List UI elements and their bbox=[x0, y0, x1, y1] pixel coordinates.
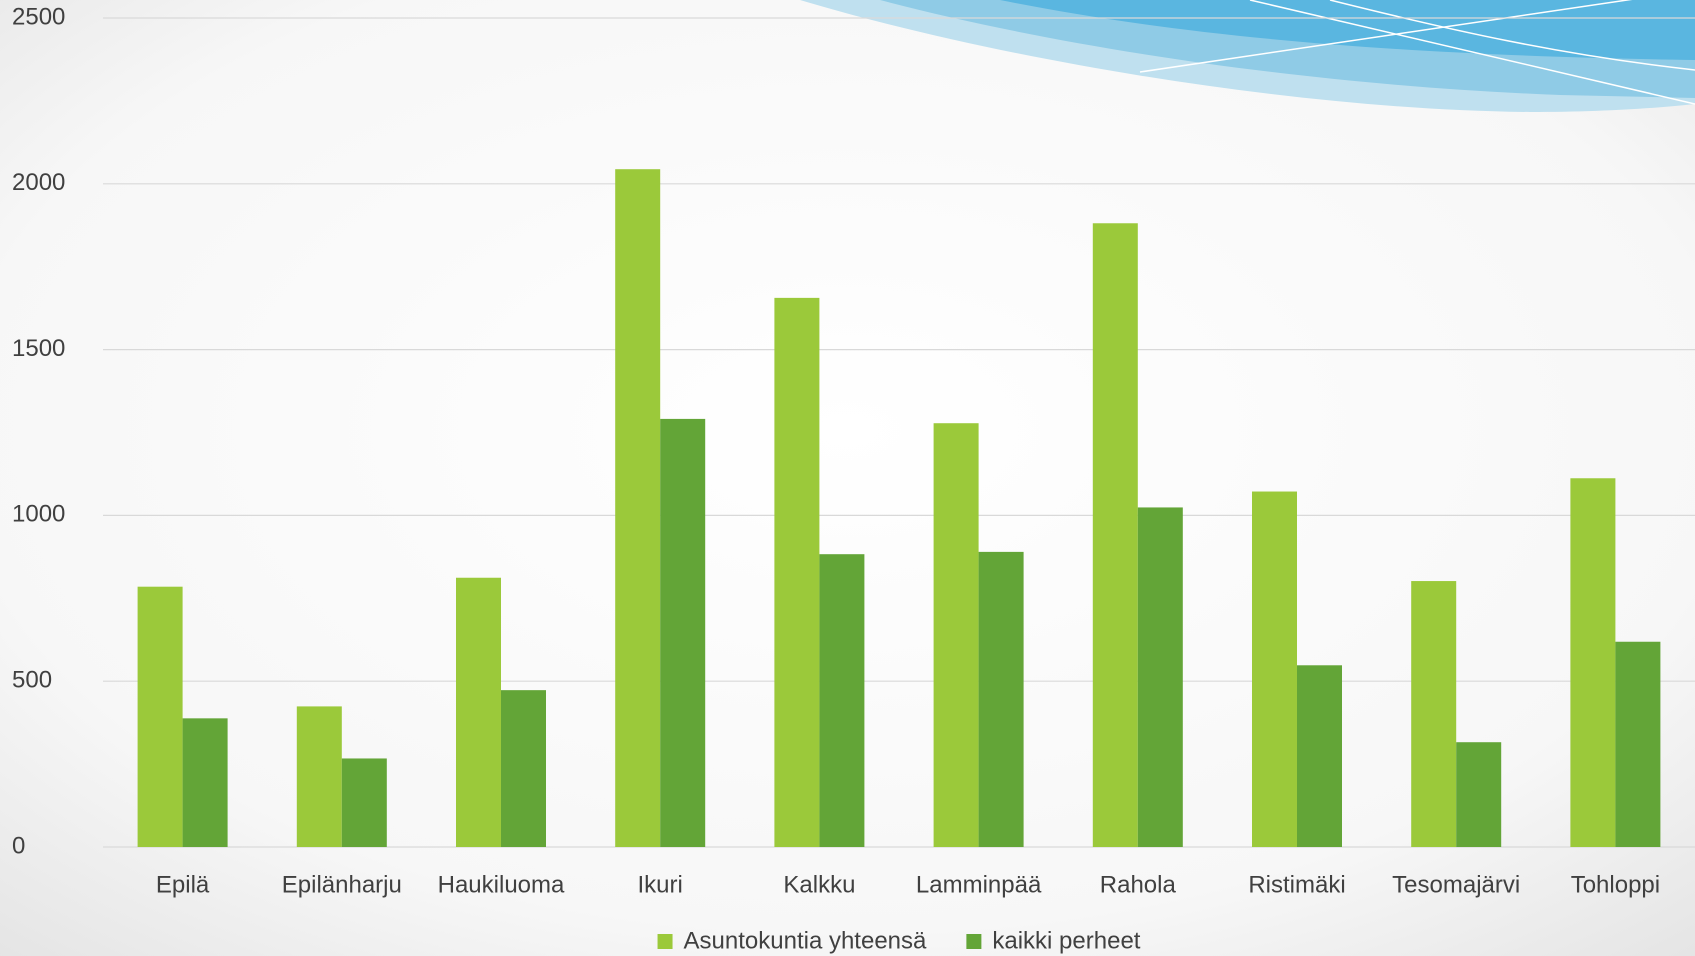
y-tick-label: 0 bbox=[12, 832, 25, 859]
bar bbox=[296, 706, 342, 847]
bar bbox=[660, 418, 706, 847]
bar bbox=[1615, 641, 1661, 847]
bar bbox=[182, 718, 228, 847]
bar bbox=[1570, 478, 1616, 847]
x-tick-label: Ikuri bbox=[638, 871, 683, 898]
bar bbox=[615, 169, 661, 847]
bar bbox=[137, 586, 183, 847]
legend-label: kaikki perheet bbox=[992, 927, 1140, 954]
bar bbox=[1092, 223, 1138, 848]
x-tick-label: Lamminpää bbox=[916, 871, 1042, 898]
bar bbox=[774, 297, 820, 848]
legend-label: Asuntokuntia yhteensä bbox=[684, 927, 927, 954]
bar bbox=[819, 554, 865, 847]
bar bbox=[341, 758, 387, 847]
x-tick-label: Epilänharju bbox=[282, 871, 402, 898]
legend-swatch bbox=[966, 934, 982, 949]
x-tick-label: Epilä bbox=[156, 871, 210, 898]
x-tick-label: Haukiluoma bbox=[438, 871, 565, 898]
bar bbox=[1252, 491, 1297, 847]
y-tick-label: 1000 bbox=[12, 501, 65, 528]
y-tick-label: 2000 bbox=[12, 169, 65, 196]
bar bbox=[456, 577, 501, 847]
x-tick-label: Ristimäki bbox=[1248, 871, 1345, 898]
x-tick-label: Rahola bbox=[1100, 871, 1177, 898]
bar bbox=[1137, 507, 1183, 847]
decoration bbox=[800, 0, 1695, 112]
y-tick-label: 1500 bbox=[12, 335, 65, 362]
bar bbox=[978, 551, 1024, 847]
bar bbox=[1411, 581, 1457, 847]
bar bbox=[933, 423, 979, 847]
plot-area: 0 500 1000 1500 2000 2500 Epilä Epilänharju Hauk… bbox=[12, 3, 1695, 954]
x-tick-label: Kalkku bbox=[783, 871, 855, 898]
bar bbox=[1297, 665, 1342, 847]
y-tick-label: 500 bbox=[12, 667, 52, 694]
bar bbox=[501, 690, 546, 847]
y-tick-label: 2500 bbox=[12, 3, 65, 30]
bar bbox=[1456, 742, 1502, 847]
legend-swatch bbox=[657, 934, 673, 949]
x-tick-label: Tohloppi bbox=[1571, 871, 1660, 898]
x-tick-label: Tesomajärvi bbox=[1392, 871, 1520, 898]
